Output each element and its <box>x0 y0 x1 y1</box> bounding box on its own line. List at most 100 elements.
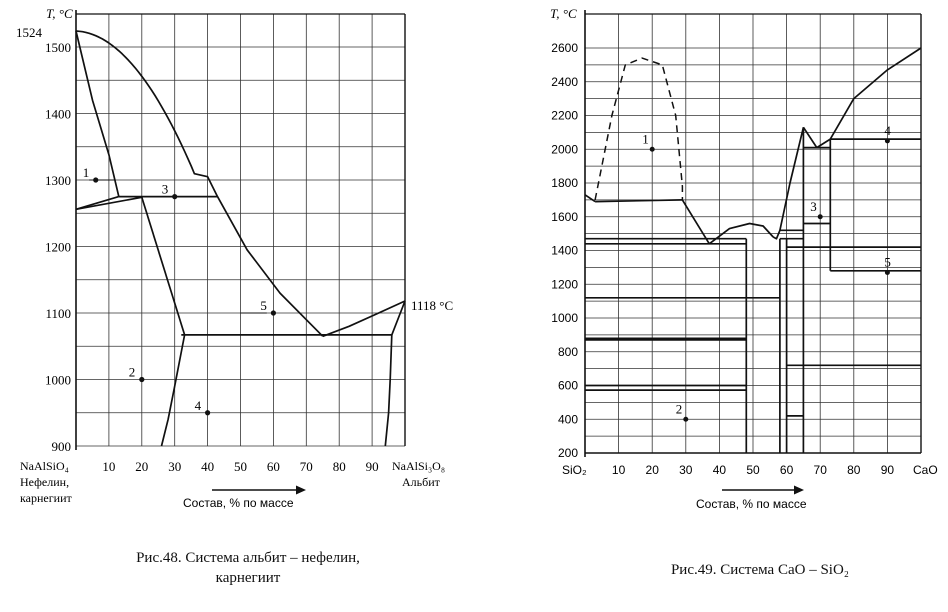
figure-48-caption-line-1: Рис.48. Система альбит – нефелин, <box>136 550 360 566</box>
point-label-5: 5 <box>884 254 891 269</box>
point-1 <box>649 146 655 152</box>
y-tick-label: 2400 <box>551 75 578 89</box>
transition-line <box>75 196 142 211</box>
lens-left-boundary <box>75 30 120 197</box>
y-tick-label: 1200 <box>551 277 578 291</box>
y-tick-label: 1000 <box>551 311 578 325</box>
point-5 <box>270 310 276 316</box>
point-label-1: 1 <box>642 131 649 146</box>
y-tick-label: 1300 <box>45 173 71 188</box>
point-2 <box>683 416 689 422</box>
y-tick-label: 1100 <box>45 306 71 321</box>
c2s-c3s-liquidus <box>802 126 831 149</box>
point-3 <box>172 194 178 200</box>
y-tick-label: 1400 <box>551 244 578 258</box>
y-tick-label: 1000 <box>45 373 71 388</box>
x-tick-label: 30 <box>679 463 693 477</box>
point-label-3: 3 <box>810 199 817 214</box>
axis-labels: 900 1000 1100 1200 1300 1400 1500 10 20 30 40 50 60 7… <box>45 40 379 474</box>
y-tick-label: 1600 <box>551 210 578 224</box>
phase-boundaries <box>75 30 406 447</box>
albite-solvus <box>384 334 393 447</box>
liquidus-temp-label: 1118 °C <box>411 298 453 313</box>
x-tick-label: 30 <box>168 459 181 474</box>
axis-labels: 200 400 600 800 1000 1200 1400 1600 1800 2000 2200… <box>551 41 894 477</box>
y-tick-label: 900 <box>52 439 72 454</box>
x-axis-title: Состав, % по массе <box>696 497 807 511</box>
nepheline-solvus-lower <box>160 334 186 447</box>
y-tick-label: 1500 <box>45 40 71 55</box>
immiscibility-dome <box>594 57 684 201</box>
y-tick-label: 400 <box>558 412 578 426</box>
point-4 <box>884 138 890 144</box>
x-tick-label: 60 <box>780 463 794 477</box>
y-tick-label: 600 <box>558 379 578 393</box>
right-end-formula: NaAlSi₃O₈ <box>392 459 445 473</box>
x-tick-label: 10 <box>102 459 115 474</box>
point-3 <box>817 214 823 220</box>
albite-liquidus <box>322 300 406 338</box>
left-end-formula: NaAlSiO₄ <box>20 459 69 473</box>
x-tick-label: 20 <box>646 463 660 477</box>
grid <box>75 10 406 450</box>
nepheline-solvus <box>140 197 186 336</box>
liquidus-curve <box>75 30 324 337</box>
x-tick-label: 80 <box>333 459 346 474</box>
left-end-name-2: карнегиит <box>20 491 72 505</box>
grid <box>584 10 922 457</box>
point-label-3: 3 <box>162 182 169 197</box>
x-tick-label: 50 <box>234 459 247 474</box>
point-label-4: 4 <box>884 123 891 138</box>
point-4 <box>205 410 211 416</box>
point-label-1: 1 <box>83 165 90 180</box>
x-tick-label: 90 <box>881 463 895 477</box>
y-tick-label: 200 <box>558 446 578 460</box>
y-tick-label: 800 <box>558 345 578 359</box>
x-tick-label: 80 <box>847 463 861 477</box>
y-tick-label: 1400 <box>45 107 71 122</box>
lime-liquidus <box>829 47 922 140</box>
point-label-4: 4 <box>195 398 202 413</box>
right-end-label: CaO <box>913 463 938 477</box>
phase-boundaries <box>584 47 922 453</box>
x-tick-label: 20 <box>135 459 148 474</box>
point-5 <box>884 269 890 275</box>
figure-49-caption: Рис.49. Система CaO – SiO₂ <box>670 562 850 578</box>
liquidus-wollastonite-1 <box>681 199 711 245</box>
monotectic-isotherm <box>595 199 683 203</box>
x-axis-title: Состав, % по массе <box>183 496 294 510</box>
y-axis-title: T, °C <box>46 6 73 21</box>
y-tick-label: 2200 <box>551 109 578 123</box>
left-end-name-1: Нефелин, <box>20 475 69 489</box>
albite-solidus <box>391 300 406 336</box>
figure-48-caption-line-2: карнегиит <box>215 570 281 586</box>
wollastonite-dome <box>708 222 774 245</box>
y-max-label: 1524 <box>16 25 43 40</box>
point-label-5: 5 <box>260 298 267 313</box>
x-tick-label: 70 <box>814 463 828 477</box>
y-axis-title: T, °C <box>550 6 577 21</box>
x-tick-label: 50 <box>746 463 760 477</box>
silica-liquidus <box>584 194 596 203</box>
left-end-label: SiO₂ <box>562 463 587 477</box>
x-axis-arrow <box>212 485 306 495</box>
point-2 <box>139 376 145 383</box>
y-tick-label: 2000 <box>551 142 578 156</box>
point-label-2: 2 <box>676 401 683 416</box>
composition-points: 1 2 3 4 5 <box>83 165 276 416</box>
point-label-2: 2 <box>129 365 136 380</box>
x-tick-label: 40 <box>713 463 727 477</box>
x-tick-label: 70 <box>300 459 313 474</box>
right-end-name: Альбит <box>402 475 441 489</box>
x-axis-arrow <box>722 485 804 495</box>
y-tick-label: 1800 <box>551 176 578 190</box>
x-tick-label: 40 <box>201 459 214 474</box>
x-tick-label: 10 <box>612 463 626 477</box>
composition-points: 1 2 3 4 5 <box>642 123 891 422</box>
albite-nepheline-diagram: 1 2 3 4 5 900 1000 1100 1200 1300 1400 1500 10 20 30 4… <box>16 6 453 510</box>
x-tick-label: 60 <box>267 459 280 474</box>
x-tick-label: 90 <box>366 459 379 474</box>
y-tick-label: 2600 <box>551 41 578 55</box>
